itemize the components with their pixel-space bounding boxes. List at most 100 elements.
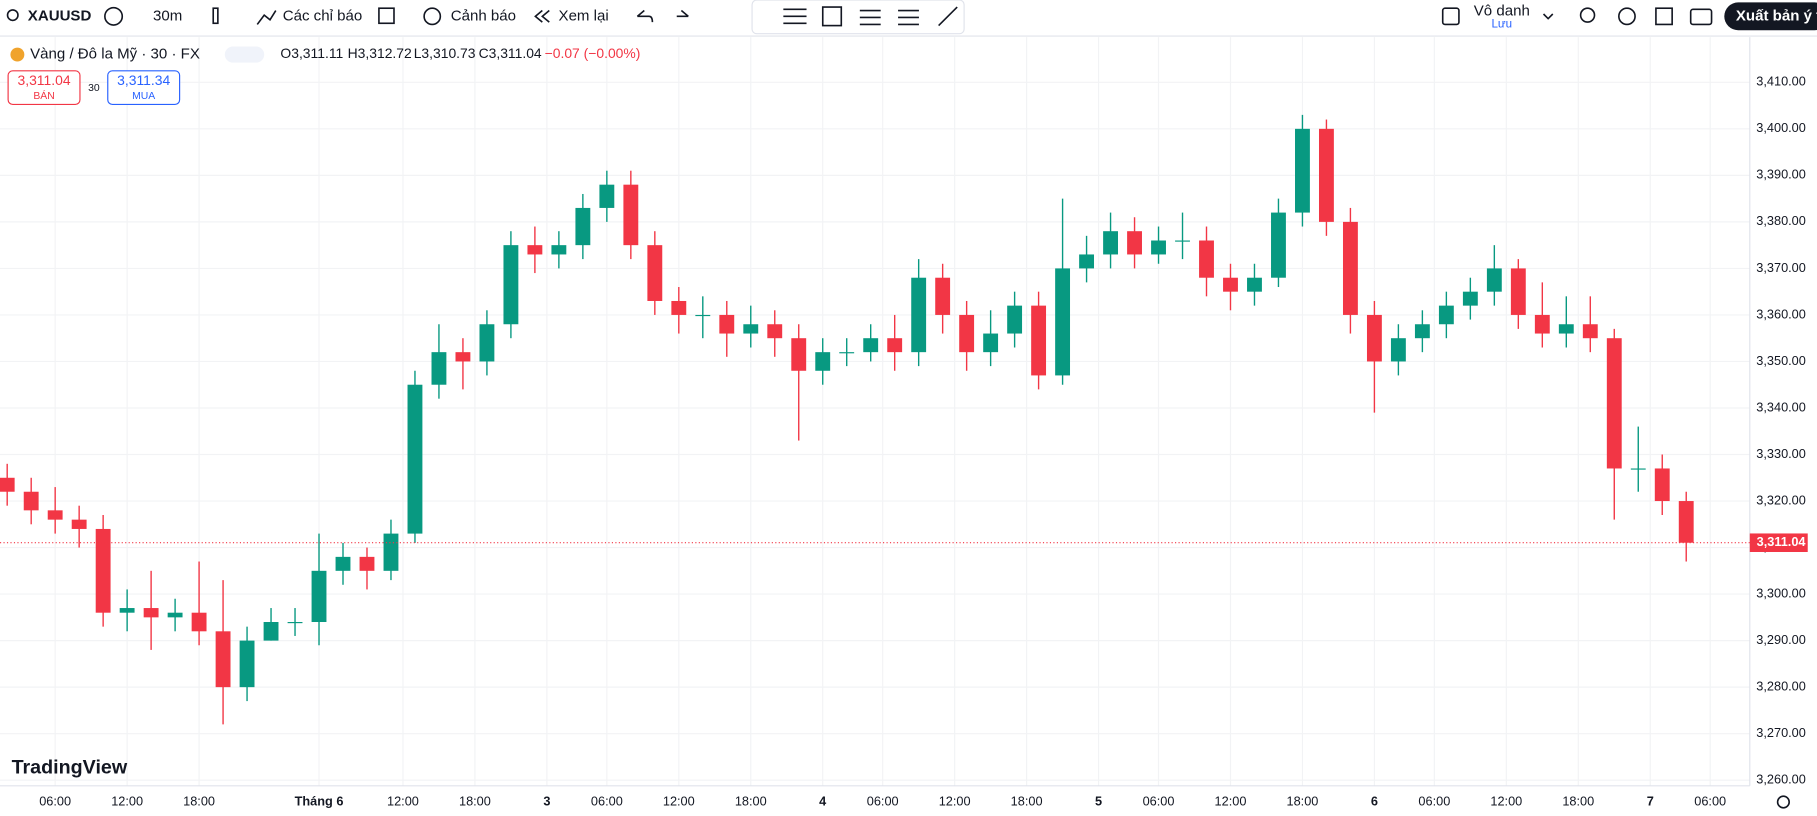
candle-body [1462, 291, 1478, 306]
redo[interactable] [676, 9, 689, 18]
candle-body [1654, 468, 1670, 502]
publish[interactable]: Xuất bản ý t [1736, 7, 1817, 24]
candle-body [575, 207, 591, 246]
chart-type[interactable] [212, 7, 219, 25]
fullscreen[interactable] [1655, 7, 1673, 26]
candle-body [911, 277, 927, 353]
buy-label[interactable]: MUA [132, 91, 155, 102]
sell-button[interactable] [7, 70, 81, 105]
candle-body [1510, 268, 1526, 315]
candle-body [1534, 314, 1550, 334]
x-tick-label: 18:00 [183, 793, 215, 808]
y-tick-label: 3,290.00 [1756, 632, 1806, 647]
toolbar: XAUUSD 30m Các chỉ báo Cảnh báo Xem lại … [0, 0, 1817, 37]
candle-body [839, 352, 855, 354]
candle-body [1199, 240, 1214, 278]
candle-body [23, 491, 39, 511]
x-tick-label: 12:00 [1215, 793, 1247, 808]
x-tick-label: 7 [1647, 793, 1654, 808]
candle-body [215, 631, 231, 688]
candle-body [1247, 277, 1262, 292]
axis-settings[interactable] [1776, 795, 1790, 809]
candle-body [719, 314, 735, 334]
candle-body [1366, 314, 1382, 362]
candle-body [767, 324, 783, 339]
candle-body [743, 324, 759, 334]
undo[interactable] [636, 9, 654, 23]
legend-change: −0.07 (−0.00%) [545, 45, 641, 61]
candle-body [695, 314, 711, 317]
candle-body [1151, 240, 1166, 255]
layout-icon[interactable] [1441, 7, 1460, 26]
interval[interactable]: 30m [153, 7, 182, 24]
candle-body [191, 612, 207, 632]
candle-body [503, 245, 519, 325]
alerts[interactable]: Cảnh báo [451, 7, 516, 24]
candle-body [1342, 221, 1358, 315]
tool-pitch[interactable] [898, 9, 919, 26]
candle-body [287, 622, 303, 624]
search-icon[interactable] [6, 9, 19, 22]
candle-body [1438, 305, 1454, 325]
quick-search[interactable] [1579, 7, 1596, 23]
settings[interactable] [1618, 7, 1636, 26]
add-symbol[interactable] [104, 6, 124, 26]
sell-label[interactable]: BÁN [33, 89, 54, 102]
indicators-icon[interactable] [256, 10, 277, 25]
sell-price[interactable]: 3,311.04 [18, 72, 71, 88]
x-tick-label: 18:00 [459, 793, 491, 808]
indicators[interactable]: Các chỉ báo [283, 7, 362, 24]
x-tick-label: 06:00 [39, 793, 71, 808]
candle-body [1606, 338, 1622, 469]
templates[interactable] [378, 7, 395, 25]
save[interactable]: Lưu [1491, 18, 1512, 30]
candle-body [1318, 128, 1334, 222]
candle-body [1103, 231, 1118, 255]
candle-body [1031, 305, 1047, 376]
tool-fib[interactable] [859, 9, 881, 26]
candle-body [983, 333, 999, 353]
candle-body [1582, 324, 1598, 339]
candle-body [383, 533, 399, 571]
candle-body [143, 608, 159, 618]
x-tick-label: 12:00 [663, 793, 695, 808]
candle-body [1079, 254, 1095, 269]
candle-body [1558, 324, 1574, 334]
alert-icon[interactable] [423, 7, 442, 26]
y-tick-label: 3,360.00 [1756, 306, 1806, 321]
y-tick-label: 3,330.00 [1756, 446, 1806, 461]
candle-body [71, 519, 87, 529]
x-tick-label: 18:00 [1011, 793, 1043, 808]
candle-body [1271, 212, 1286, 278]
legend-close: C3,311.04 [479, 45, 542, 61]
y-tick-label: 3,400.00 [1756, 120, 1806, 135]
candle-body [407, 384, 423, 534]
candle-body [1127, 231, 1142, 255]
x-tick-label: 06:00 [867, 793, 899, 808]
replay-icon[interactable] [534, 9, 550, 23]
screenshot[interactable] [1689, 8, 1713, 26]
symbol[interactable]: XAUUSD [28, 7, 92, 24]
layout-name[interactable]: Vô danh [1474, 3, 1530, 20]
replay[interactable]: Xem lại [559, 7, 609, 24]
candle-body [1486, 268, 1502, 292]
y-tick-label: 3,320.00 [1756, 492, 1806, 507]
tool-lines[interactable] [783, 8, 807, 25]
y-tick-label: 3,340.00 [1756, 399, 1806, 414]
candle-body [47, 510, 63, 520]
publish-btn[interactable] [1724, 2, 1817, 31]
layout-menu[interactable] [1542, 13, 1554, 20]
tool-trend[interactable] [938, 6, 958, 27]
candle-body [527, 245, 543, 255]
candle-body [1175, 240, 1190, 242]
candle-body [335, 556, 351, 571]
buy-button[interactable] [107, 70, 181, 105]
candle-body [431, 352, 447, 385]
y-tick-label: 3,370.00 [1756, 260, 1806, 275]
candle-body [119, 608, 135, 613]
buy-price[interactable]: 3,311.34 [117, 72, 170, 88]
tool-rect[interactable] [821, 6, 843, 27]
legend-status [224, 46, 265, 63]
legend-high: H3,312.72 [348, 45, 412, 61]
